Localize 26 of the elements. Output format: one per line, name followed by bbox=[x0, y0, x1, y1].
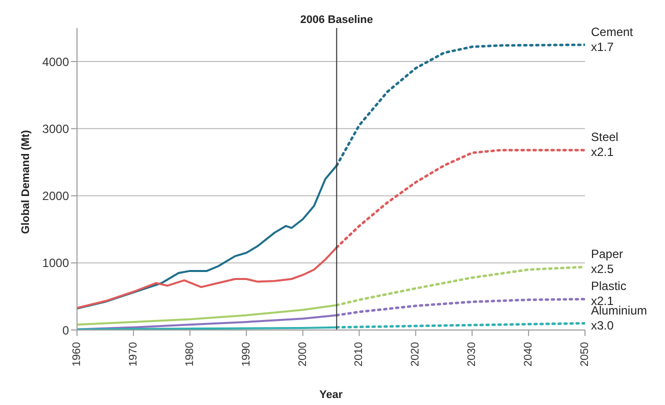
y-tick-label: 0 bbox=[62, 323, 70, 338]
text: x3.0 bbox=[591, 318, 614, 332]
series-label: Cement bbox=[591, 24, 634, 39]
y-axis-title: Global Demand (Mt) bbox=[20, 130, 32, 234]
text: x2.1 bbox=[591, 145, 614, 160]
y-tick-label: 4000 bbox=[42, 54, 70, 69]
y-tick-label: 2000 bbox=[42, 189, 70, 204]
ref-line-label: 2006 Baseline bbox=[300, 14, 374, 26]
x-tick-label: 2020 bbox=[410, 342, 422, 366]
text: x1.7 bbox=[591, 40, 614, 54]
x-tick-label: 2010 bbox=[353, 342, 366, 366]
x-axis-title: Year bbox=[319, 389, 344, 401]
series-label: Paper bbox=[591, 246, 624, 261]
series-label: Plastic bbox=[591, 279, 626, 294]
text: x2.5 bbox=[591, 262, 614, 276]
y-tick-label: 3000 bbox=[42, 122, 70, 136]
x-tick-label: 1960 bbox=[71, 342, 83, 366]
x-tick-label: 2000 bbox=[296, 342, 309, 366]
x-tick-label: 2040 bbox=[522, 342, 535, 366]
y-tick-label: 1000 bbox=[42, 256, 70, 270]
x-tick-label: 2030 bbox=[466, 342, 478, 366]
series-label: Steel bbox=[591, 130, 618, 144]
x-tick-label: 1970 bbox=[127, 342, 140, 366]
x-tick-label: 1990 bbox=[240, 342, 252, 366]
x-tick-label: 1980 bbox=[184, 342, 196, 366]
x-tick-label: 2050 bbox=[579, 342, 591, 366]
